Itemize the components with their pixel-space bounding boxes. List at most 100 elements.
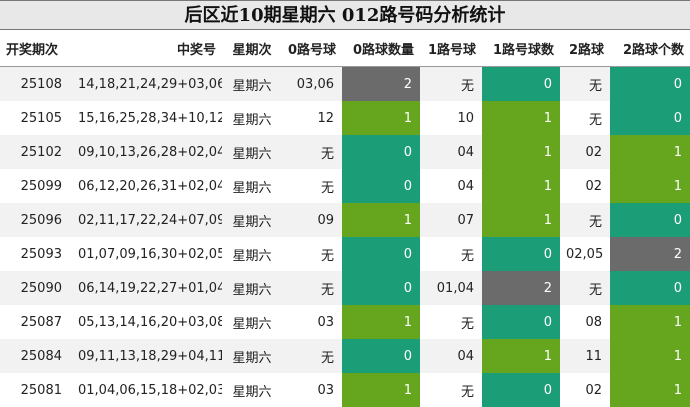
route0-balls-cell: 03,06 <box>282 66 342 101</box>
winning-numbers-cell: 06,12,20,26,31+02,04 <box>72 169 222 203</box>
table-row: 25096 02,11,17,22,24+07,09 星期六 09 1 07 1 无 0 <box>0 203 690 237</box>
route0-balls-cell: 无 <box>282 339 342 373</box>
table-title: 后区近10期星期六 012路号码分析统计 <box>0 0 690 30</box>
route1-count-cell: 1 <box>482 203 560 237</box>
route1-count-cell: 0 <box>482 66 560 101</box>
route0-count-cell: 0 <box>342 339 420 373</box>
table-row: 25105 15,16,25,28,34+10,12 星期六 12 1 10 1 无 0 <box>0 101 690 135</box>
route2-balls-cell: 02 <box>560 169 610 203</box>
route1-balls-cell: 无 <box>420 305 482 339</box>
table-row: 25108 14,18,21,24,29+03,06 星期六 03,06 2 无 0 无 0 <box>0 66 690 101</box>
route2-count-cell: 1 <box>610 339 690 373</box>
route0-count-cell: 0 <box>342 135 420 169</box>
route1-balls-cell: 04 <box>420 169 482 203</box>
period-cell: 25102 <box>0 135 72 169</box>
weekday-cell: 星期六 <box>222 305 282 339</box>
route0-balls-cell: 09 <box>282 203 342 237</box>
header-route0-balls: 0路号球 <box>282 30 342 67</box>
weekday-cell: 星期六 <box>222 66 282 101</box>
route2-count-cell: 1 <box>610 169 690 203</box>
route0-count-cell: 0 <box>342 237 420 271</box>
winning-numbers-cell: 05,13,14,16,20+03,08 <box>72 305 222 339</box>
header-route1-count: 1路号球数 <box>482 30 560 67</box>
weekday-cell: 星期六 <box>222 203 282 237</box>
winning-numbers-cell: 02,11,17,22,24+07,09 <box>72 203 222 237</box>
table-row: 25093 01,07,09,16,30+02,05 星期六无 0 无 0 02,05 2 <box>0 237 690 271</box>
header-route2-count: 2路球个数 <box>610 30 690 67</box>
route1-count-cell: 2 <box>482 271 560 305</box>
route1-balls-cell: 无 <box>420 66 482 101</box>
winning-numbers-cell: 09,11,13,18,29+04,11 <box>72 339 222 373</box>
route2-count-cell: 0 <box>610 271 690 305</box>
route0-balls-cell: 无 <box>282 169 342 203</box>
weekday-cell: 星期六 <box>222 135 282 169</box>
route1-count-cell: 1 <box>482 101 560 135</box>
route2-balls-cell: 无 <box>560 101 610 135</box>
route0-count-cell: 0 <box>342 271 420 305</box>
header-period: 开奖期次 <box>0 30 72 67</box>
route0-count-cell: 1 <box>342 373 420 407</box>
route1-balls-cell: 10 <box>420 101 482 135</box>
route0-balls-cell: 无 <box>282 237 342 271</box>
period-cell: 25081 <box>0 373 72 407</box>
header-route0-count: 0路球数量 <box>342 30 420 67</box>
table-row: 25090 06,14,19,22,27+01,04 星期六无 0 01,04 2 无 0 <box>0 271 690 305</box>
header-route1-balls: 1路号球 <box>420 30 482 67</box>
period-cell: 25084 <box>0 339 72 373</box>
route0-balls-cell: 03 <box>282 373 342 407</box>
period-cell: 25105 <box>0 101 72 135</box>
route2-count-cell: 0 <box>610 203 690 237</box>
route0-count-cell: 0 <box>342 169 420 203</box>
route2-balls-cell: 02 <box>560 373 610 407</box>
route1-count-cell: 1 <box>482 169 560 203</box>
winning-numbers-cell: 15,16,25,28,34+10,12 <box>72 101 222 135</box>
route0-count-cell: 1 <box>342 101 420 135</box>
period-cell: 25096 <box>0 203 72 237</box>
route1-balls-cell: 无 <box>420 237 482 271</box>
route0-balls-cell: 12 <box>282 101 342 135</box>
route2-count-cell: 0 <box>610 66 690 101</box>
route2-count-cell: 2 <box>610 237 690 271</box>
route2-balls-cell: 无 <box>560 66 610 101</box>
route1-balls-cell: 无 <box>420 373 482 407</box>
weekday-cell: 星期六 <box>222 169 282 203</box>
route0-count-cell: 1 <box>342 203 420 237</box>
route1-balls-cell: 04 <box>420 339 482 373</box>
route1-balls-cell: 01,04 <box>420 271 482 305</box>
period-cell: 25090 <box>0 271 72 305</box>
stats-table: 开奖期次 中奖号 星期次 0路号球 0路球数量 1路号球 1路号球数 2路球 2… <box>0 30 690 407</box>
route2-balls-cell: 02,05 <box>560 237 610 271</box>
header-day: 星期次 <box>222 30 282 67</box>
route2-balls-cell: 无 <box>560 203 610 237</box>
weekday-cell: 星期六 <box>222 271 282 305</box>
route1-count-cell: 0 <box>482 237 560 271</box>
route2-count-cell: 1 <box>610 373 690 407</box>
route1-count-cell: 0 <box>482 373 560 407</box>
table-row: 25102 09,10,13,26,28+02,04 星期六无 0 04 1 02 1 <box>0 135 690 169</box>
table-row: 25099 06,12,20,26,31+02,04 星期六无 0 04 1 02 1 <box>0 169 690 203</box>
winning-numbers-cell: 14,18,21,24,29+03,06 <box>72 66 222 101</box>
weekday-cell: 星期六 <box>222 237 282 271</box>
winning-numbers-cell: 01,07,09,16,30+02,05 <box>72 237 222 271</box>
weekday-cell: 星期六 <box>222 101 282 135</box>
route0-balls-cell: 03 <box>282 305 342 339</box>
route1-balls-cell: 04 <box>420 135 482 169</box>
period-cell: 25099 <box>0 169 72 203</box>
period-cell: 25093 <box>0 237 72 271</box>
winning-numbers-cell: 01,04,06,15,18+02,03 <box>72 373 222 407</box>
table-row: 25081 01,04,06,15,18+02,03 星期六 03 1 无 0 02 1 <box>0 373 690 407</box>
winning-numbers-cell: 06,14,19,22,27+01,04 <box>72 271 222 305</box>
route2-balls-cell: 11 <box>560 339 610 373</box>
header-route2-balls: 2路球 <box>560 30 610 67</box>
route2-count-cell: 1 <box>610 135 690 169</box>
weekday-cell: 星期六 <box>222 373 282 407</box>
route0-balls-cell: 无 <box>282 271 342 305</box>
route2-balls-cell: 08 <box>560 305 610 339</box>
route1-count-cell: 1 <box>482 135 560 169</box>
route2-count-cell: 0 <box>610 101 690 135</box>
header-row: 开奖期次 中奖号 星期次 0路号球 0路球数量 1路号球 1路号球数 2路球 2… <box>0 30 690 67</box>
route2-count-cell: 1 <box>610 305 690 339</box>
route0-count-cell: 2 <box>342 66 420 101</box>
table-row: 25084 09,11,13,18,29+04,11 星期六无 0 04 1 11 1 <box>0 339 690 373</box>
